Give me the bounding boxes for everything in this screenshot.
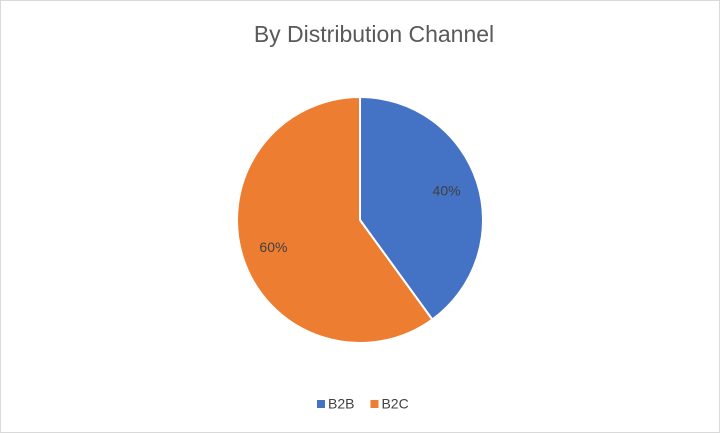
- legend-label: B2B: [328, 396, 354, 412]
- pie-slice: [236, 95, 434, 344]
- legend-swatch: [317, 400, 325, 408]
- pie-slice: [359, 95, 484, 321]
- legend-label: B2C: [381, 396, 408, 412]
- data-label: 60%: [259, 239, 287, 255]
- legend-swatch: [370, 400, 379, 408]
- chart-title: By Distribution Channel: [254, 21, 494, 47]
- data-label: 40%: [433, 183, 461, 199]
